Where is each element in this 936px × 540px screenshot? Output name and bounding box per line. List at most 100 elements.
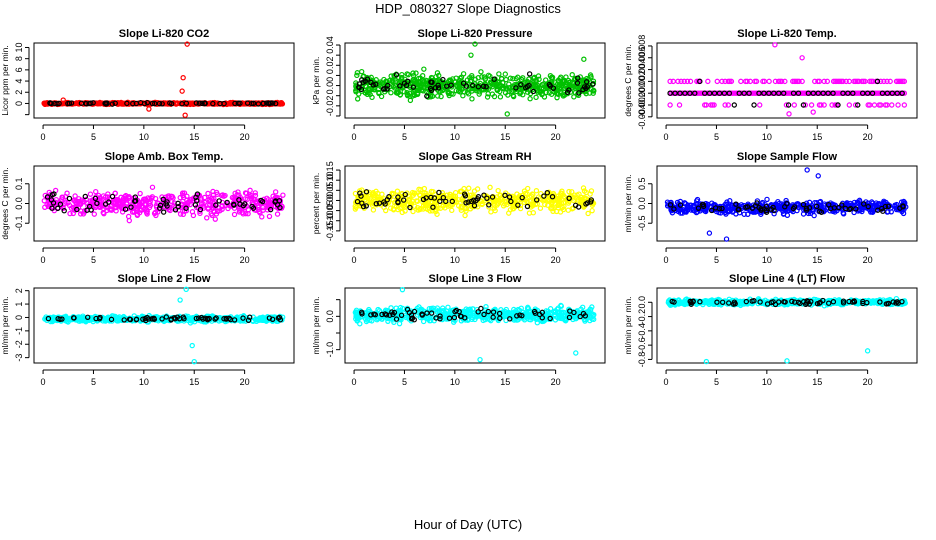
hourly-data-point bbox=[865, 203, 871, 210]
hourly-data-point bbox=[446, 315, 453, 321]
data-point bbox=[137, 190, 143, 197]
data-point bbox=[125, 213, 132, 220]
hourly-data-point bbox=[864, 90, 871, 96]
y-tick-label: -0.10 bbox=[325, 210, 335, 231]
x-tick-label: 0 bbox=[352, 132, 357, 142]
data-point bbox=[675, 78, 681, 85]
outlier-point bbox=[182, 112, 188, 118]
hourly-data-point bbox=[140, 316, 146, 322]
panel-title: Slope Gas Stream RH bbox=[418, 151, 531, 163]
hourly-data-point bbox=[61, 207, 67, 214]
hourly-data-point bbox=[430, 204, 436, 210]
x-tick-label: 15 bbox=[500, 132, 510, 142]
hourly-data-point bbox=[380, 86, 387, 92]
hourly-data-point bbox=[199, 100, 205, 107]
outlier-point bbox=[179, 88, 185, 94]
hourly-data-point bbox=[671, 206, 677, 212]
hourly-data-point bbox=[364, 76, 371, 82]
hourly-data-point bbox=[159, 316, 165, 322]
hourly-data-point bbox=[167, 100, 173, 106]
data-point bbox=[367, 91, 373, 98]
hourly-data-point bbox=[109, 193, 116, 200]
x-tick-label: 20 bbox=[240, 132, 250, 142]
data-point bbox=[447, 77, 454, 83]
data-point bbox=[419, 72, 426, 79]
hourly-data-point bbox=[224, 199, 230, 206]
x-tick-label: 10 bbox=[450, 132, 460, 142]
hourly-data-point bbox=[373, 201, 379, 207]
data-point bbox=[510, 76, 516, 82]
hourly-data-point bbox=[395, 199, 401, 205]
data-point bbox=[511, 306, 517, 313]
y-axis: -0.15-0.10-0.050.000.050.100.15 bbox=[325, 161, 341, 241]
hourly-data-point bbox=[462, 193, 469, 199]
hourly-data-point bbox=[810, 90, 817, 96]
data-point bbox=[558, 302, 564, 309]
data-point bbox=[261, 316, 267, 323]
data-point bbox=[58, 196, 65, 202]
data-point bbox=[448, 80, 454, 86]
hourly-data-point bbox=[795, 90, 802, 96]
data-point bbox=[821, 78, 827, 85]
data-point bbox=[703, 208, 709, 215]
hourly-data-point bbox=[584, 200, 591, 206]
hourly-data-point bbox=[677, 90, 683, 96]
hourly-data-point bbox=[749, 205, 756, 211]
y-tick-label: -0.004 bbox=[637, 104, 647, 130]
x-tick-label: 20 bbox=[551, 255, 561, 265]
data-point bbox=[581, 188, 588, 194]
data-point bbox=[240, 211, 246, 217]
x-tick-label: 20 bbox=[863, 377, 873, 387]
data-point bbox=[392, 203, 398, 209]
data-point bbox=[510, 92, 516, 99]
hourly-data-point bbox=[468, 198, 475, 205]
data-point bbox=[391, 72, 397, 79]
hourly-data-point bbox=[51, 191, 57, 197]
data-point bbox=[846, 102, 853, 108]
hourly-data-point bbox=[761, 206, 768, 212]
hourly-data-point bbox=[880, 208, 886, 214]
hourly-data-point bbox=[667, 90, 673, 96]
hourly-data-point bbox=[549, 193, 556, 200]
data-point bbox=[126, 217, 133, 224]
hourly-data-point bbox=[490, 314, 496, 320]
data-point bbox=[217, 208, 223, 214]
hourly-data-point bbox=[128, 204, 134, 210]
hourly-data-point bbox=[183, 205, 189, 211]
hourly-data-point bbox=[407, 204, 413, 211]
data-point bbox=[678, 78, 684, 85]
data-point bbox=[126, 193, 132, 200]
data-point bbox=[434, 93, 441, 99]
hourly-data-point bbox=[835, 102, 841, 108]
data-point bbox=[410, 208, 416, 215]
y-axis-label: percent per min. bbox=[311, 173, 321, 234]
y-tick-label: 1 bbox=[14, 302, 24, 307]
data-point bbox=[467, 78, 474, 84]
y-tick-label: 0.008 bbox=[637, 35, 647, 58]
x-tick-label: 0 bbox=[352, 255, 357, 265]
hourly-data-point bbox=[721, 90, 728, 96]
data-point bbox=[565, 200, 572, 206]
hourly-data-point bbox=[506, 194, 513, 200]
data-point bbox=[711, 102, 717, 108]
data-point bbox=[526, 210, 533, 216]
x-tick-label: 0 bbox=[664, 255, 669, 265]
hourly-data-point bbox=[122, 206, 129, 212]
data-point bbox=[539, 317, 545, 323]
data-point bbox=[242, 190, 249, 196]
hourly-data-point bbox=[44, 194, 51, 200]
data-point bbox=[779, 78, 785, 85]
y-tick-label: -2 bbox=[14, 340, 24, 348]
x-tick-label: 0 bbox=[41, 377, 46, 387]
hourly-data-point bbox=[133, 316, 140, 323]
data-point bbox=[580, 185, 587, 191]
data-point bbox=[887, 78, 893, 85]
x-axis: 0 5 10 15 20 bbox=[664, 247, 873, 265]
data-point bbox=[738, 78, 744, 85]
data-point bbox=[728, 78, 735, 85]
hourly-data-point bbox=[179, 101, 185, 107]
outlier-point bbox=[815, 173, 821, 179]
data-point bbox=[533, 187, 540, 194]
